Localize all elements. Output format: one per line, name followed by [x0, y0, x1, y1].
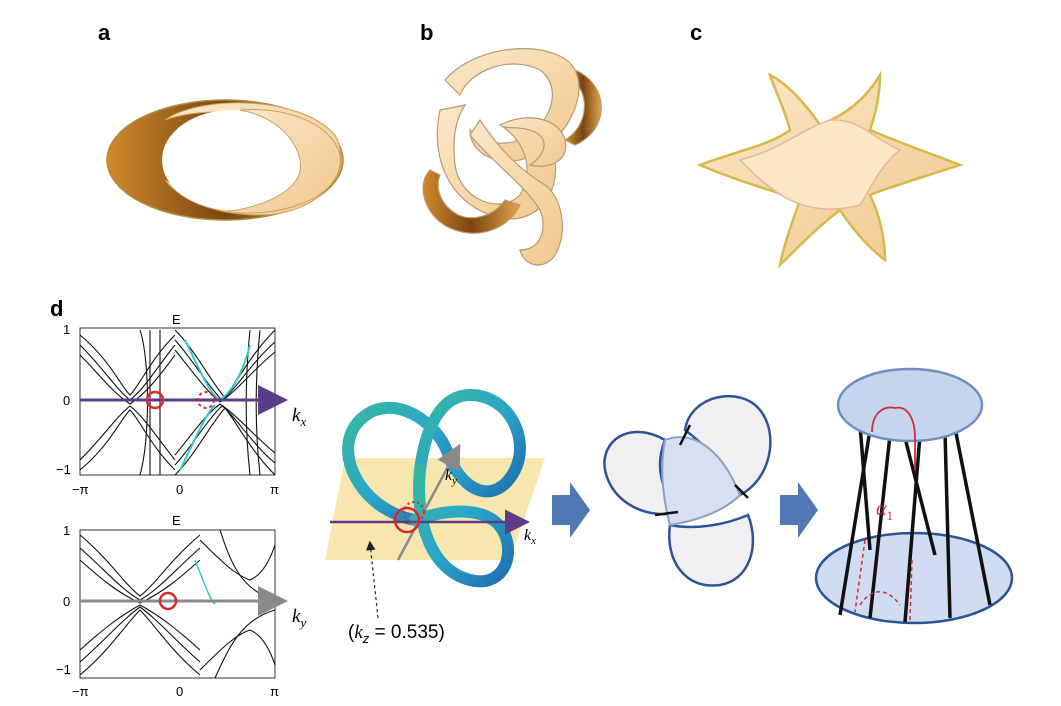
band-top-ytick-1: 1: [63, 322, 71, 337]
panel-label-c: c: [690, 20, 703, 45]
band-top-xtick-2: 0: [176, 482, 184, 497]
loop-diagram: [603, 394, 772, 587]
ribbon-a: [106, 99, 344, 221]
panel-label-b: b: [420, 20, 434, 45]
band-bottom-axis-label: ky: [292, 606, 307, 630]
band-top-ytick-2: 0: [63, 393, 71, 408]
panel-label-d: d: [50, 296, 64, 321]
knot-diagram: [325, 388, 545, 619]
band-top-xtick-3: π: [270, 482, 279, 497]
band-top-ytick-3: −1: [56, 462, 71, 477]
band-bottom-xtick-1: −π: [72, 684, 89, 699]
band-plot-top: [79, 327, 288, 476]
band-top-axis-label: kx: [292, 405, 307, 429]
band-bottom-ytick-2: 0: [63, 594, 71, 609]
band-plot-bottom: [79, 529, 288, 679]
transition-arrow-2: [780, 482, 818, 538]
knot-kx-label: kx: [524, 527, 536, 548]
knot-ky-label: ky: [445, 467, 457, 488]
kz-annotation: (kz = 0.535): [348, 622, 445, 646]
band-bottom-title: E: [172, 513, 181, 528]
ribbon-c: [696, 70, 964, 269]
alpha-label: α1: [876, 498, 893, 523]
band-bottom-xtick-3: π: [270, 684, 279, 699]
band-bottom-ytick-1: 1: [63, 523, 71, 538]
band-bottom-xtick-2: 0: [176, 684, 184, 699]
cylinder-diagram: [814, 367, 1014, 625]
band-top-title: E: [172, 312, 181, 327]
ribbon-b: [422, 48, 602, 266]
band-bottom-ytick-3: −1: [56, 662, 71, 677]
transition-arrow-1: [552, 482, 590, 538]
band-top-xtick-1: −π: [72, 482, 89, 497]
panel-label-a: a: [98, 20, 111, 45]
